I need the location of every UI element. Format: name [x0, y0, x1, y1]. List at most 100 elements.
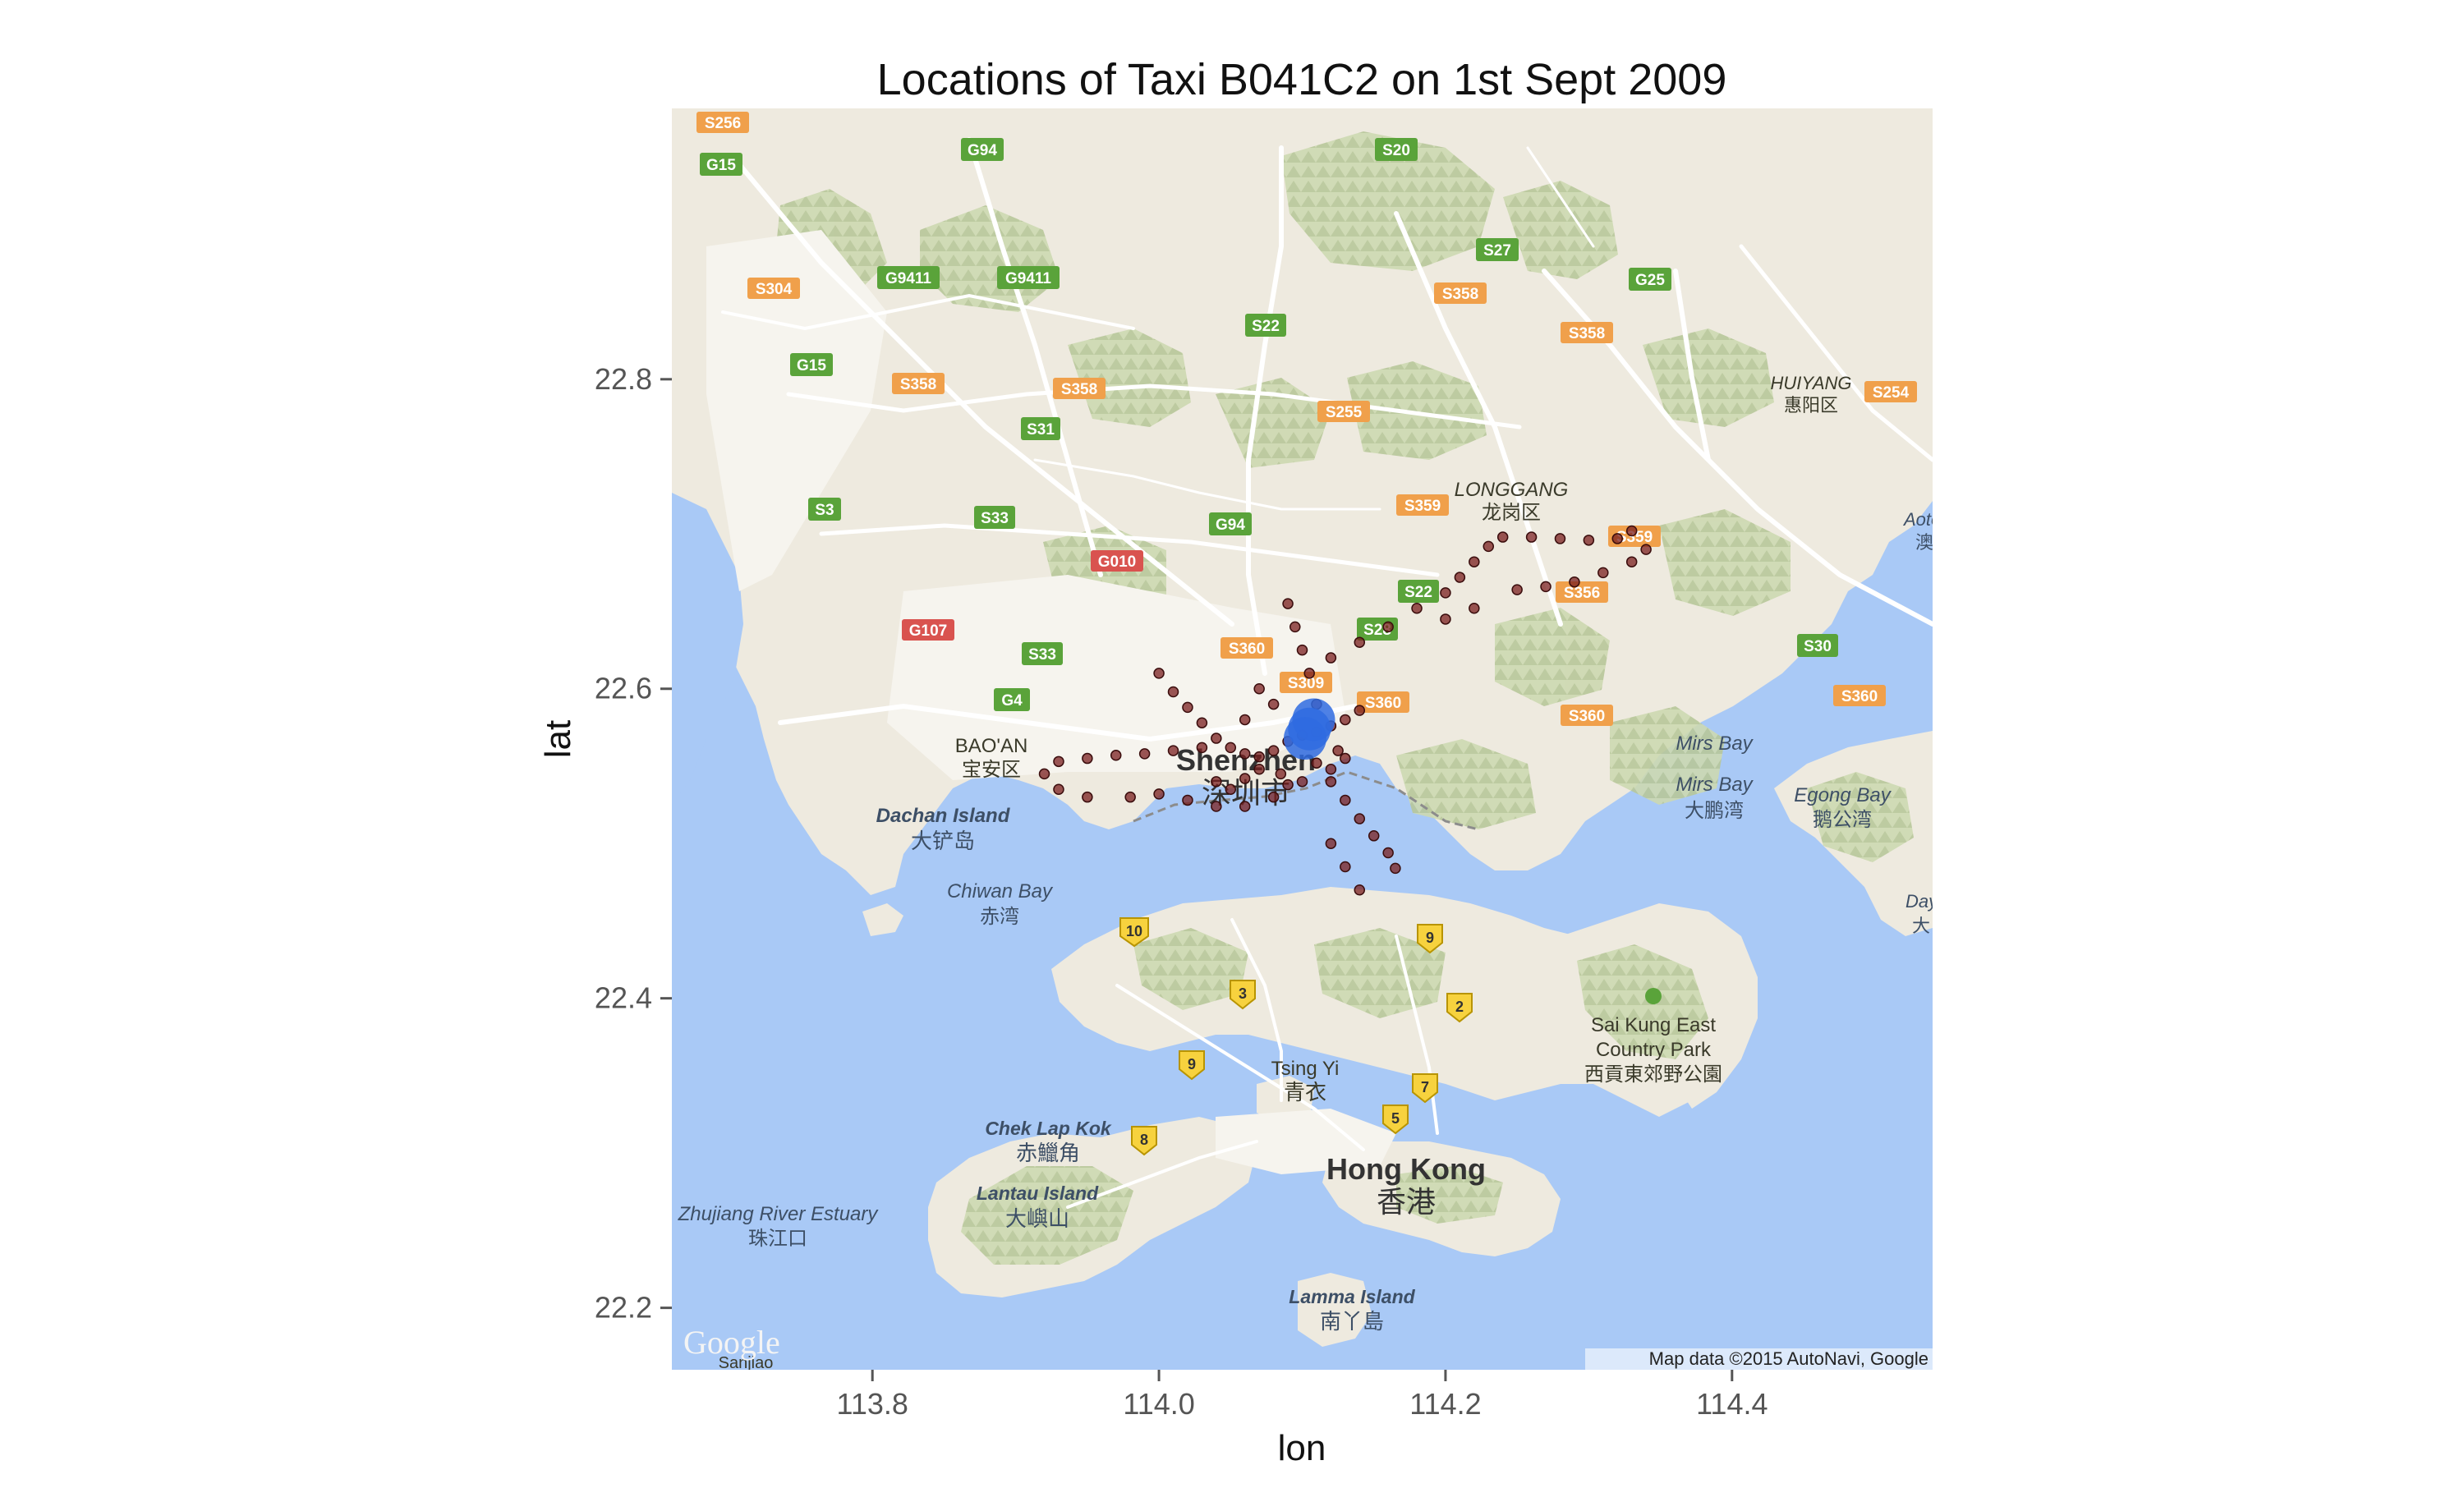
svg-text:9: 9 — [1426, 930, 1434, 946]
svg-text:8: 8 — [1140, 1132, 1148, 1148]
taxi-point — [1196, 742, 1208, 754]
shield-s3: S3 — [808, 498, 841, 521]
taxi-point — [1325, 776, 1337, 788]
day-label: Day — [1905, 891, 1939, 912]
taxi-point — [1282, 598, 1294, 609]
huiyang-label: HUIYANG — [1770, 373, 1851, 393]
taxi-point — [1354, 813, 1366, 824]
hk-route-2: 2 — [1446, 993, 1473, 1023]
taxi-point — [1625, 556, 1638, 567]
y-axis: 22.2 22.4 22.6 22.8 — [595, 362, 672, 1325]
shield-s358d: S358 — [1053, 378, 1106, 399]
day-label-zh: 大 — [1912, 916, 1930, 937]
x-axis-title: lon — [1278, 1428, 1326, 1468]
sai-kung-park-label-1: Sai Kung East — [1591, 1014, 1716, 1036]
lamma-island-label: Lamma Island — [1289, 1286, 1415, 1307]
svg-text:G9411: G9411 — [885, 270, 931, 287]
taxi-point — [1611, 533, 1623, 544]
shield-s360c: S360 — [1561, 705, 1613, 726]
taxi-point — [1569, 576, 1580, 588]
map-panel[interactable]: Dachan Island 大铲岛 Chiwan Bay 赤湾 Mirs Bay… — [672, 108, 1951, 1372]
shield-g94b: G94 — [1209, 512, 1252, 535]
svg-text:S22: S22 — [1252, 318, 1280, 335]
west-dock-land — [672, 337, 715, 468]
lamma-land — [1298, 1273, 1372, 1347]
taxi-point — [1138, 748, 1151, 760]
taxi-point — [1325, 838, 1337, 849]
svg-text:3: 3 — [1239, 985, 1247, 1002]
svg-text:S358: S358 — [1569, 325, 1605, 342]
hk-route-5: 5 — [1382, 1105, 1409, 1135]
baoan-label-zh: 宝安区 — [962, 758, 1021, 781]
taxi-point — [1225, 742, 1237, 754]
svg-text:S254: S254 — [1873, 384, 1910, 402]
svg-text:S356: S356 — [1564, 585, 1600, 602]
lamma-island-label-zh: 南丫島 — [1320, 1310, 1384, 1334]
taxi-point — [1340, 861, 1351, 873]
svg-text:G4: G4 — [1001, 692, 1023, 710]
tsing-yi-label: Tsing Yi — [1271, 1058, 1340, 1080]
shield-s31: S31 — [1021, 417, 1060, 440]
svg-text:S360: S360 — [1841, 688, 1878, 705]
shield-g9411a: G9411 — [877, 266, 940, 289]
taxi-point — [1211, 801, 1222, 812]
map-attribution: Map data ©2015 AutoNavi, Google — [1649, 1348, 1928, 1369]
svg-text:S20: S20 — [1382, 142, 1410, 159]
x-tick-label: 114.4 — [1696, 1387, 1768, 1421]
hong-kong-label-zh: 香港 — [1377, 1186, 1436, 1219]
dachan-island — [862, 903, 903, 936]
shield-s27: S27 — [1476, 238, 1519, 261]
taxi-point — [1390, 862, 1401, 875]
shield-g010: G010 — [1091, 550, 1143, 572]
hk-route-10: 10 — [1119, 917, 1149, 948]
taxi-point — [1124, 791, 1136, 803]
shield-g15a: G15 — [700, 153, 742, 176]
mirs-bay-label: Mirs Bay — [1676, 774, 1754, 796]
zhujiang-estuary-label-zh: 珠江口 — [748, 1227, 807, 1250]
svg-text:9: 9 — [1188, 1056, 1196, 1072]
taxi-point — [1053, 783, 1064, 796]
svg-text:10: 10 — [1126, 923, 1142, 939]
park-labels: Sai Kung East Country Park 西貢東郊野公園 — [1584, 988, 1722, 1086]
taxi-point — [1382, 621, 1394, 633]
district-labels: BAO'AN 宝安区 LONGGANG 龙岗区 HUIYANG 惠阳区 — [955, 373, 1852, 781]
park-icon — [1645, 988, 1662, 1004]
hk-route-9b: 9 — [1179, 1050, 1205, 1081]
shield-s33b: S33 — [1022, 642, 1063, 665]
y-tick-label: 22.4 — [595, 981, 652, 1015]
taxi-point — [1267, 745, 1280, 756]
taxi-point — [1038, 768, 1050, 780]
x-axis: 113.8 114.0 114.2 114.4 — [836, 1370, 1768, 1421]
taxi-point — [1182, 794, 1193, 806]
taxi-point — [1267, 791, 1280, 803]
svg-text:S3: S3 — [815, 502, 834, 519]
shield-s22: S22 — [1245, 314, 1286, 337]
taxi-point — [1354, 705, 1366, 716]
svg-text:S27: S27 — [1483, 242, 1511, 259]
shield-g4: G4 — [994, 688, 1030, 711]
svg-text:G010: G010 — [1098, 553, 1136, 571]
taxi-point — [1275, 768, 1287, 780]
shield-s309: S309 — [1280, 672, 1332, 693]
hk-route-7: 7 — [1412, 1073, 1438, 1104]
svg-text:S360: S360 — [1569, 708, 1605, 725]
taxi-point — [1411, 602, 1423, 614]
taxi-point — [1354, 884, 1366, 896]
taxi-point — [1239, 773, 1251, 784]
mirs-bay-label-zh: 大鹏湾 — [1685, 799, 1744, 822]
taxi-highlight-point — [1292, 698, 1335, 742]
zhujiang-estuary-label: Zhujiang River Estuary — [678, 1203, 880, 1225]
taxi-point — [1340, 714, 1351, 726]
y-tick-label: 22.8 — [595, 362, 652, 396]
svg-text:S304: S304 — [756, 281, 793, 298]
chiwan-bay-label-zh: 赤湾 — [980, 905, 1019, 928]
y-axis-title: lat — [538, 720, 578, 758]
shield-s22b: S22 — [1398, 580, 1439, 603]
taxi-point — [1325, 764, 1337, 775]
taxi-point — [1182, 701, 1193, 714]
taxi-point — [1253, 751, 1265, 763]
lantau-island-label: Lantau Island — [977, 1183, 1099, 1204]
hk-route-9a: 9 — [1417, 924, 1443, 954]
svg-text:S33: S33 — [1028, 646, 1056, 664]
baoan-label: BAO'AN — [955, 735, 1028, 757]
